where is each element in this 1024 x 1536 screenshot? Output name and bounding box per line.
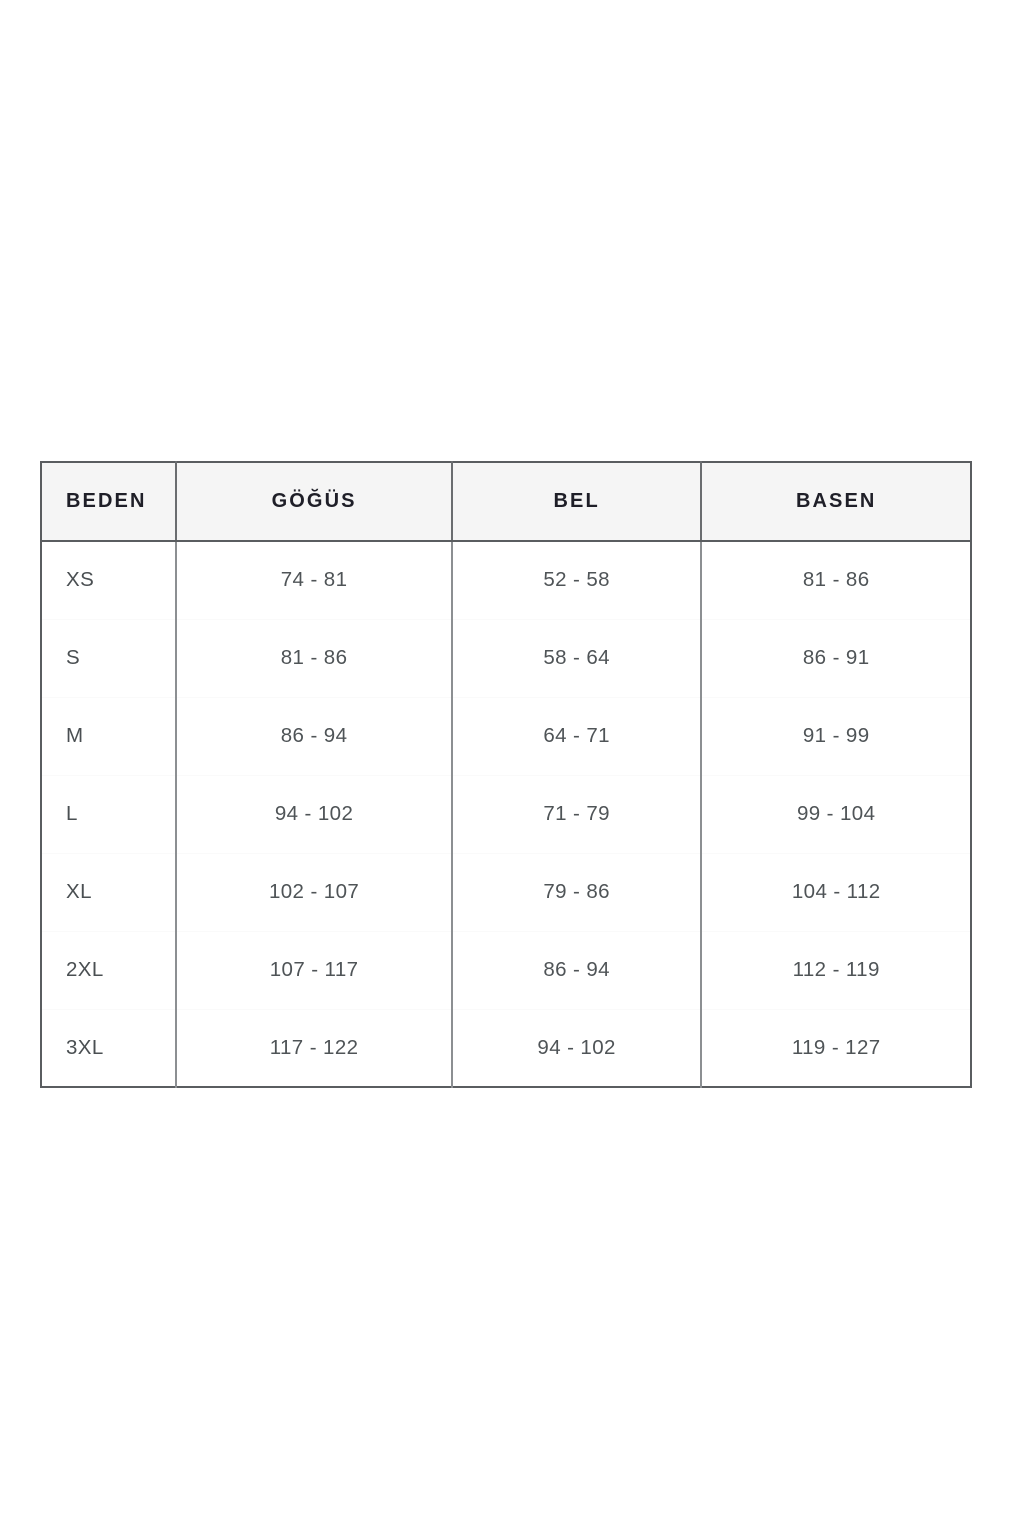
column-header-basen: BASEN xyxy=(701,462,971,542)
cell-bel: 79 - 86 xyxy=(451,853,703,932)
cell-basen: 99 - 104 xyxy=(701,775,971,854)
table-row: 3XL 117 - 122 94 - 102 119 - 127 xyxy=(41,1009,971,1087)
cell-bel: 52 - 58 xyxy=(451,541,703,620)
cell-bel: 86 - 94 xyxy=(451,931,703,1010)
cell-beden: XS xyxy=(41,541,178,620)
cell-bel: 58 - 64 xyxy=(451,619,703,698)
size-chart-header: BEDEN GÖĞÜS BEL BASEN xyxy=(41,462,971,542)
column-header-bel: BEL xyxy=(451,462,703,542)
size-chart-container: BEDEN GÖĞÜS BEL BASEN XS 74 - 81 52 - 58… xyxy=(40,461,972,1088)
cell-gogus: 81 - 86 xyxy=(176,619,453,698)
table-row: XS 74 - 81 52 - 58 81 - 86 xyxy=(41,541,971,620)
cell-basen: 91 - 99 xyxy=(701,697,971,776)
size-chart-body: XS 74 - 81 52 - 58 81 - 86 S 81 - 86 58 … xyxy=(41,541,971,1087)
cell-gogus: 107 - 117 xyxy=(176,931,453,1010)
cell-beden: M xyxy=(41,697,178,776)
column-header-gogus: GÖĞÜS xyxy=(176,462,453,542)
table-row: 2XL 107 - 117 86 - 94 112 - 119 xyxy=(41,931,971,1010)
cell-gogus: 94 - 102 xyxy=(176,775,453,854)
cell-basen: 104 - 112 xyxy=(701,853,971,932)
table-row: XL 102 - 107 79 - 86 104 - 112 xyxy=(41,853,971,932)
cell-gogus: 86 - 94 xyxy=(176,697,453,776)
cell-beden: S xyxy=(41,619,178,698)
cell-basen: 86 - 91 xyxy=(701,619,971,698)
cell-basen: 119 - 127 xyxy=(701,1009,971,1087)
cell-bel: 94 - 102 xyxy=(451,1009,703,1087)
cell-bel: 71 - 79 xyxy=(451,775,703,854)
cell-gogus: 102 - 107 xyxy=(176,853,453,932)
cell-gogus: 74 - 81 xyxy=(176,541,453,620)
cell-basen: 112 - 119 xyxy=(701,931,971,1010)
table-header-row: BEDEN GÖĞÜS BEL BASEN xyxy=(41,462,971,542)
cell-beden: 3XL xyxy=(41,1009,178,1087)
table-row: S 81 - 86 58 - 64 86 - 91 xyxy=(41,619,971,698)
size-chart-table: BEDEN GÖĞÜS BEL BASEN XS 74 - 81 52 - 58… xyxy=(40,461,972,1088)
cell-beden: L xyxy=(41,775,178,854)
cell-gogus: 117 - 122 xyxy=(176,1009,453,1087)
table-row: L 94 - 102 71 - 79 99 - 104 xyxy=(41,775,971,854)
cell-beden: XL xyxy=(41,853,178,932)
column-header-beden: BEDEN xyxy=(41,462,178,542)
cell-basen: 81 - 86 xyxy=(701,541,971,620)
table-row: M 86 - 94 64 - 71 91 - 99 xyxy=(41,697,971,776)
cell-beden: 2XL xyxy=(41,931,178,1010)
cell-bel: 64 - 71 xyxy=(451,697,703,776)
